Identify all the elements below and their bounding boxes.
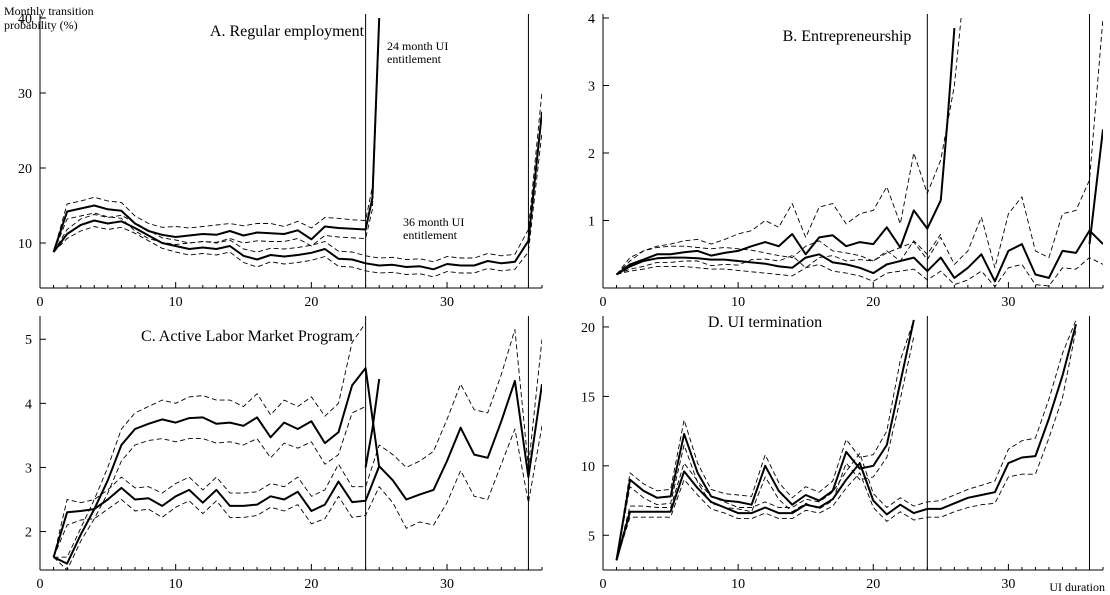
panel-a-ci-line [53,91,542,263]
panel-d-ci-line [616,319,1077,561]
panel-d-ci-line [616,329,1077,561]
panel-b-estimate-line [615,199,942,276]
panel-c-ci-line [53,425,542,558]
panel-b-title: B. Entrepreneurship [783,28,912,45]
panel-b-estimate-line [1088,129,1103,245]
panel-b-x-tick-label: 10 [731,295,745,310]
panel-c: 0 10 20 30 2 3 4 5 C. Active Labor Market Progra… [25,316,543,592]
panel-a-title: A. Regular employment [210,23,365,40]
panel-b-estimate-line [939,28,956,201]
panel-c-x-tick-label: 10 [169,577,183,592]
panel-b-y-tick-label: 3 [588,80,595,95]
panel-b-x-tick-label: 20 [866,295,880,310]
panel-a-y-tick-label: 10 [18,237,32,252]
panel-b-ci-line [616,257,1103,288]
panel-c-ci-line [53,406,366,570]
panel-c-title: C. Active Labor Market Program [141,328,354,345]
panel-d-x-tick-label: 30 [1001,577,1015,592]
panel-d-ci-line [616,336,915,561]
x-axis-label: UI duration [1049,580,1105,594]
panel-b-x-tick-label: 0 [600,295,607,310]
panel-d-y-tick-label: 15 [581,390,595,405]
panel-a-x-tick-label: 0 [37,295,44,310]
panel-c-y-tick-label: 2 [25,526,32,541]
panel-d-y-tick-label: 5 [588,529,595,544]
panel-b-ci-line [616,233,942,275]
panel-a-x-tick-label: 20 [304,295,318,310]
panel-d-estimate-line [615,319,915,561]
panel-c-y-tick-label: 3 [25,461,32,476]
panel-a-annotation: 24 month UI [387,39,448,53]
panel-a-ci-line [53,17,380,253]
panel-d-x-tick-label: 10 [731,577,745,592]
panel-d: 0 10 20 30 5 10 15 20 D. UI termination [581,314,1104,592]
panel-c-x-tick-label: 20 [304,577,318,592]
panel-a-ci-line [53,131,542,278]
panel-c-ci-line [53,329,542,558]
panel-c-y-tick-label: 5 [25,333,32,348]
panel-b-estimate-line [615,229,1103,283]
panel-a-estimate-line [52,111,542,271]
y-axis-label-line2: probability (%) [4,18,78,32]
panel-a-y-tick-label: 30 [18,87,32,102]
panel-a-x-tick-label: 30 [440,295,454,310]
panel-b: 0 10 20 30 1 2 3 4 B. Entrepreneurship [588,12,1104,310]
panel-a-x-tick-label: 10 [169,295,183,310]
panel-b-ci-line [616,17,1103,275]
panel-d-x-tick-label: 20 [866,577,880,592]
panel-a: 0 10 20 30 10 20 30 40 A. Regular employment 24 m… [18,12,543,310]
panel-a-y-tick-label: 40 [18,12,32,27]
panel-c-estimate-line [53,367,381,565]
panel-b-y-tick-label: 2 [588,147,595,162]
panel-a-estimate-line [52,17,381,253]
panel-d-y-tick-label: 20 [581,321,595,336]
panel-b-x-tick-label: 30 [1001,295,1015,310]
panel-c-x-tick-label: 30 [440,577,454,592]
panel-d-y-tick-label: 10 [581,460,595,475]
panel-c-y-tick-label: 4 [25,397,32,412]
panel-c-estimate-line [364,378,381,468]
panel-a-ci-line [53,29,380,253]
panel-b-ci-line [616,17,962,275]
panel-a-annotation: entitlement [387,52,442,66]
panel-d-title: D. UI termination [708,314,822,331]
panel-a-y-tick-label: 20 [18,162,32,177]
panel-a-annotation: 36 month UI [403,215,464,229]
panel-a-annotation: entitlement [403,228,458,242]
panel-d-estimate-line [615,323,1077,561]
panel-c-ci-line [53,322,366,558]
panel-b-y-tick-label: 1 [588,215,595,230]
panel-d-x-tick-label: 0 [600,577,607,592]
y-axis-label-line1: Monthly transition [4,4,94,18]
panel-b-y-tick-label: 4 [588,12,595,27]
panel-d-ci-line [616,319,915,561]
panel-c-x-tick-label: 0 [37,577,44,592]
panel-c-estimate-line [52,379,542,558]
